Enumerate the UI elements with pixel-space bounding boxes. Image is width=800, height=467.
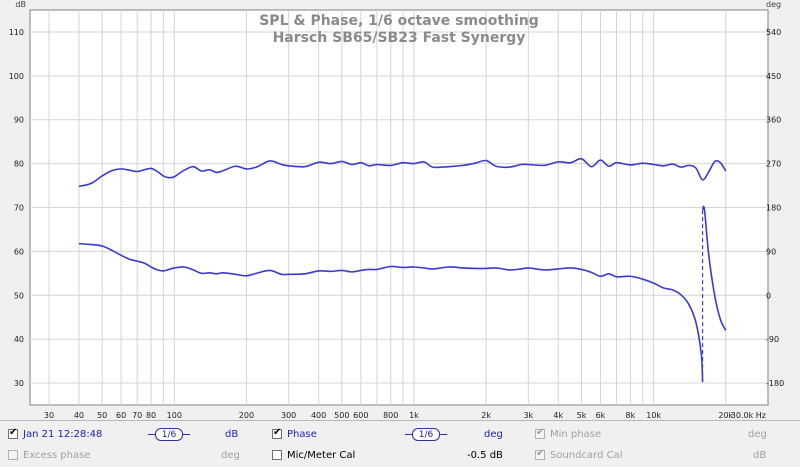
grid-lines [30,10,768,405]
spl-unit: dB [225,429,239,440]
y-right-tick-label: 90 [766,247,776,256]
y-left-tick-label: 60 [14,247,24,256]
y-right-tick-label: 360 [766,116,781,125]
legend-row-1: Jan 21 12:28:48 1/6 dB Phase 1/6 deg Min… [0,425,800,445]
y-right-tick-label: 180 [766,204,781,213]
x-tick-label: 3k [523,411,533,420]
y-left-tick-label: 40 [14,335,24,344]
phase-unit: deg [484,429,503,440]
phase-checkbox[interactable] [272,427,282,439]
phase-label: Phase [287,429,317,440]
phase-smoothing-button[interactable]: 1/6 [405,428,447,441]
soundcard-cal-checkbox[interactable] [535,448,545,460]
y-right-tick-label: -90 [766,335,779,344]
chart-subtitle: Harsch SB65/SB23 Fast Synergy [273,30,526,46]
mic-cal-label: Mic/Meter Cal [287,450,356,461]
excess-phase-checkbox[interactable] [8,450,18,460]
y-left-unit: dB [15,0,26,9]
x-tick-label: 600 [353,411,368,420]
chart-title: SPL & Phase, 1/6 octave smoothing [259,13,539,29]
x-tick-label: 80 [146,411,156,420]
min-phase-label: Min phase [550,429,602,440]
spl-series-line [78,157,727,188]
tick-labels: 30 40 50 60 70 80 100 200 300 400 500 600 800 1k 2k 3k 4… [9,28,784,420]
spl-phase-chart: 30 40 50 60 70 80 100 200 300 400 500 600 800 1k 2k 3k 4… [8,0,785,420]
phase-series-line-wrapped [701,205,727,331]
spl-checkbox[interactable] [8,427,18,439]
y-right-unit: deg [766,0,781,9]
mic-cal-checkbox[interactable] [272,450,282,460]
excess-phase-unit: deg [221,450,240,461]
x-tick-label: 2k [481,411,491,420]
x-tick-label: 30 [44,411,54,420]
y-left-tick-label: 80 [14,160,24,169]
y-right-tick-label: 540 [766,28,781,37]
x-tick-label: 8k [626,411,636,420]
x-tick-label: 800 [383,411,398,420]
x-tick-label: 6k [596,411,606,420]
soundcard-cal-unit: dB [753,450,767,461]
y-right-tick-label: 270 [766,160,781,169]
y-right-tick-label: 450 [766,72,781,81]
legend-panel: Jan 21 12:28:48 1/6 dB Phase 1/6 deg Min… [0,420,800,467]
series-layer [78,157,727,383]
x-tick-label: 70 [132,411,142,420]
legend-row-2: Excess phase deg Mic/Meter Cal -0.5 dB S… [0,446,800,466]
min-phase-unit: deg [748,429,767,440]
x-tick-label: 500 [334,411,349,420]
min-phase-checkbox[interactable] [535,427,545,439]
x-tick-label: 400 [311,411,326,420]
x-tick-label: 10k [646,411,661,420]
y-left-tick-label: 70 [14,204,24,213]
x-tick-label: 30.0k Hz [731,411,766,420]
spl-smoothing-button[interactable]: 1/6 [148,428,190,441]
y-left-tick-label: 100 [9,72,24,81]
mic-cal-value: -0.5 dB [467,450,503,461]
y-left-tick-label: 110 [9,28,24,37]
phase-series-line [78,242,704,383]
excess-phase-label: Excess phase [23,450,91,461]
x-tick-label: 200 [239,411,254,420]
x-tick-label: 60 [116,411,126,420]
y-right-tick-label: 0 [766,291,771,300]
x-tick-label: 4k [553,411,563,420]
soundcard-cal-label: Soundcard Cal [550,450,623,461]
x-tick-label: 50 [97,411,107,420]
y-right-tick-label: -180 [766,379,784,388]
spl-trace-label: Jan 21 12:28:48 [23,429,103,440]
x-tick-label: 100 [167,411,182,420]
x-tick-label: 40 [74,411,84,420]
y-left-tick-label: 30 [14,379,24,388]
y-left-tick-label: 90 [14,116,24,125]
x-tick-label: 5k [577,411,587,420]
x-tick-label: 1k [409,411,419,420]
y-left-tick-label: 50 [14,291,24,300]
x-tick-label: 300 [281,411,296,420]
x-tick-label: 20k [718,411,733,420]
